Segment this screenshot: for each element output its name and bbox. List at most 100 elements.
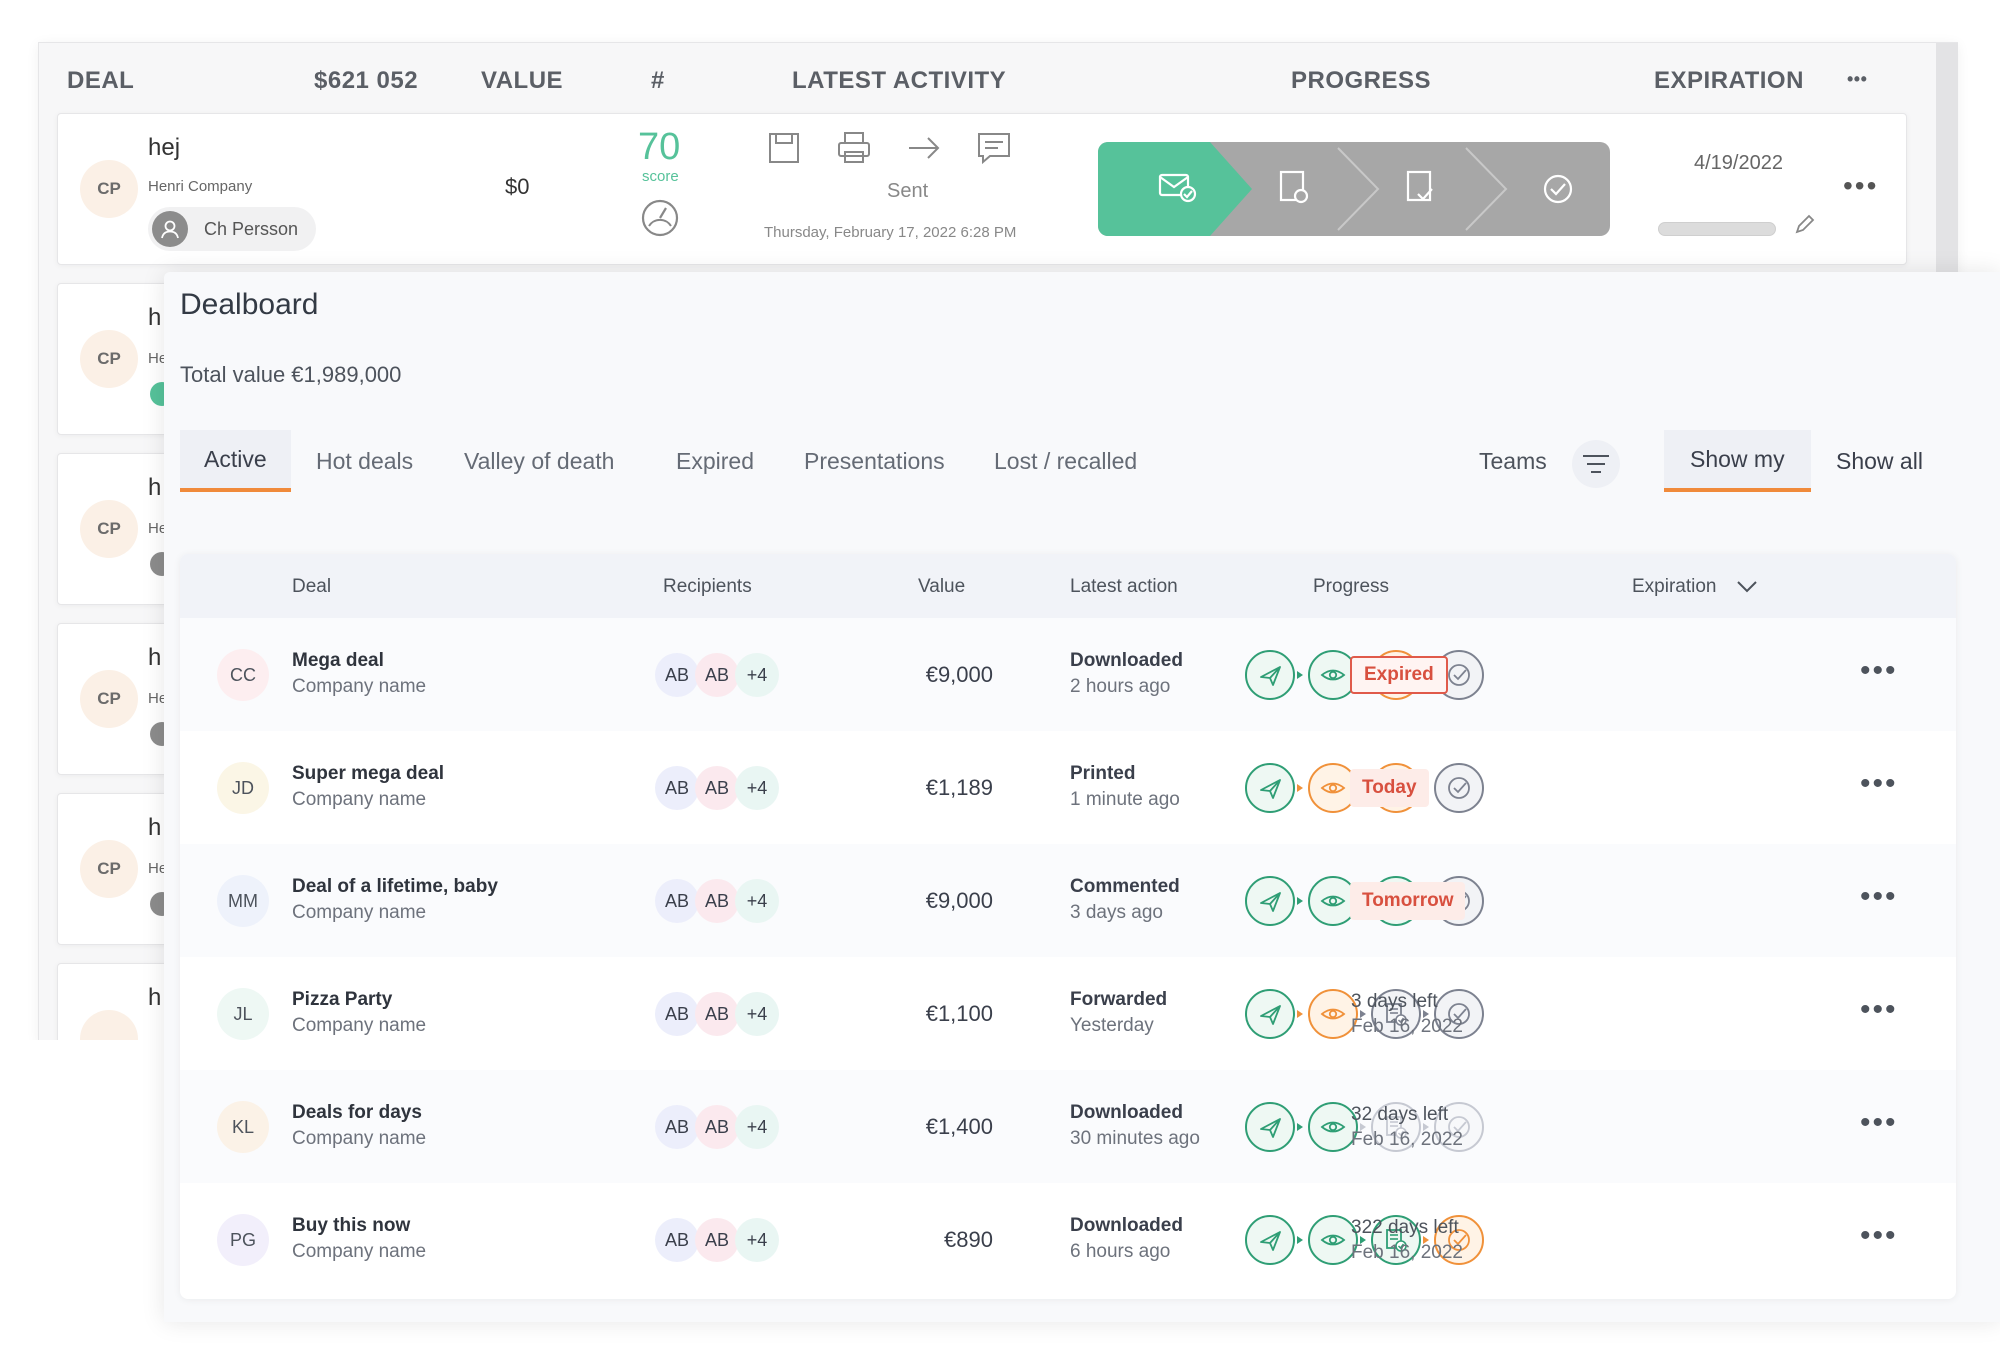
document-check-icon[interactable] <box>1371 1215 1421 1265</box>
header-value[interactable]: VALUE <box>481 67 564 94</box>
arrow-right-icon[interactable] <box>906 132 942 169</box>
filter-button[interactable] <box>1572 440 1620 488</box>
company-name: Henri Company <box>148 178 253 195</box>
tab-expired[interactable]: Expired <box>676 447 754 474</box>
pencil-icon[interactable] <box>1793 212 1817 241</box>
owner-pill[interactable]: Ch Persson <box>148 207 317 251</box>
deal-row[interactable]: CP hej Henri Company Ch Persson $0 70 sc… <box>57 113 1907 265</box>
deal-name[interactable]: Buy this now <box>292 1215 411 1236</box>
table-row[interactable]: CC Mega deal Company name AB AB +4 €9,00… <box>180 618 1956 731</box>
more-recipients-badge[interactable]: +4 <box>735 766 779 810</box>
send-icon[interactable] <box>1245 763 1295 813</box>
deal-name[interactable]: h <box>148 814 162 841</box>
check-circle-icon[interactable] <box>1434 1102 1484 1152</box>
check-circle-icon[interactable] <box>1434 763 1484 813</box>
more-recipients-badge[interactable]: +4 <box>735 992 779 1036</box>
table-row[interactable]: MM Deal of a lifetime, baby Company name… <box>180 844 1956 957</box>
more-recipients-badge[interactable]: +4 <box>735 653 779 697</box>
table-row[interactable]: JL Pizza Party Company name AB AB +4 €1,… <box>180 957 1956 1070</box>
column-progress[interactable]: Progress <box>1313 576 1390 597</box>
recipient-avatar[interactable]: AB <box>695 653 739 697</box>
send-icon[interactable] <box>1245 650 1295 700</box>
table-row[interactable]: PG Buy this now Company name AB AB +4 €8… <box>180 1183 1956 1296</box>
chevron-down-icon[interactable] <box>1736 580 1758 594</box>
print-icon[interactable] <box>836 130 872 171</box>
send-icon[interactable] <box>1245 989 1295 1039</box>
comment-icon[interactable] <box>976 130 1012 171</box>
deal-name[interactable]: Super mega deal <box>292 763 445 784</box>
eye-icon[interactable] <box>1308 650 1358 700</box>
save-icon[interactable] <box>766 130 802 171</box>
table-row[interactable]: KL Deals for days Company name AB AB +4 … <box>180 1070 1956 1183</box>
recipient-avatar[interactable]: AB <box>695 1105 739 1149</box>
column-expiration[interactable]: Expiration <box>1632 576 1717 597</box>
header-more-button[interactable]: ••• <box>1847 69 1868 89</box>
recipient-avatar[interactable]: AB <box>695 879 739 923</box>
more-button[interactable]: ••• <box>1843 170 1879 201</box>
header-count[interactable]: # <box>651 67 665 94</box>
progress-chevron-bar[interactable] <box>1098 142 1610 236</box>
recipient-avatar[interactable]: AB <box>655 879 699 923</box>
document-check-icon[interactable] <box>1371 1102 1421 1152</box>
deal-name[interactable]: Pizza Party <box>292 989 393 1010</box>
more-button[interactable]: ••• <box>1860 1219 1898 1252</box>
column-recipients[interactable]: Recipients <box>663 576 752 597</box>
header-latest-activity[interactable]: LATEST ACTIVITY <box>792 67 1007 94</box>
send-icon[interactable] <box>1245 1102 1295 1152</box>
more-recipients-badge[interactable]: +4 <box>735 1105 779 1149</box>
eye-icon[interactable] <box>1308 1215 1358 1265</box>
column-value[interactable]: Value <box>918 576 966 597</box>
recipient-avatar[interactable]: AB <box>655 992 699 1036</box>
column-latest-action[interactable]: Latest action <box>1070 576 1178 597</box>
more-button[interactable]: ••• <box>1860 880 1898 913</box>
recipient-avatar[interactable]: AB <box>655 1105 699 1149</box>
more-button[interactable]: ••• <box>1860 767 1898 800</box>
recipient-avatar[interactable]: AB <box>655 653 699 697</box>
tab-lost-recalled[interactable]: Lost / recalled <box>994 447 1138 474</box>
tab-valley-of-death[interactable]: Valley of death <box>464 447 615 474</box>
deal-name[interactable]: Deal of a lifetime, baby <box>292 876 498 897</box>
more-button[interactable]: ••• <box>1860 654 1898 687</box>
eye-icon[interactable] <box>1308 989 1358 1039</box>
column-deal[interactable]: Deal <box>292 576 332 597</box>
show-all-toggle[interactable]: Show all <box>1836 447 1923 474</box>
tab-hot-deals[interactable]: Hot deals <box>316 447 414 474</box>
progress-steps[interactable] <box>1243 987 1493 1041</box>
check-circle-icon[interactable] <box>1434 1215 1484 1265</box>
more-recipients-badge[interactable]: +4 <box>735 879 779 923</box>
show-my-toggle[interactable]: Show my <box>1664 430 1811 492</box>
table-row[interactable]: JD Super mega deal Company name AB AB +4… <box>180 731 1956 844</box>
scrollbar[interactable] <box>1936 43 1958 283</box>
send-icon[interactable] <box>1245 1215 1295 1265</box>
send-icon[interactable] <box>1245 876 1295 926</box>
deal-name[interactable]: h <box>148 644 162 671</box>
deal-name[interactable]: h <box>148 984 162 1011</box>
deal-name[interactable]: Deals for days <box>292 1102 422 1123</box>
latest-action: Printed <box>1070 763 1136 784</box>
tab-presentations[interactable]: Presentations <box>804 447 945 474</box>
more-recipients-badge[interactable]: +4 <box>735 1218 779 1262</box>
header-progress[interactable]: PROGRESS <box>1291 67 1432 94</box>
eye-icon[interactable] <box>1308 1102 1358 1152</box>
teams-label[interactable]: Teams <box>1479 448 1547 474</box>
more-button[interactable]: ••• <box>1860 1106 1898 1139</box>
recipient-avatar[interactable]: AB <box>655 1218 699 1262</box>
recipient-avatar[interactable]: AB <box>655 766 699 810</box>
progress-steps[interactable] <box>1243 1100 1493 1154</box>
recipient-avatar[interactable]: AB <box>695 1218 739 1262</box>
deal-name[interactable]: hej <box>148 134 181 161</box>
progress-steps[interactable] <box>1243 1213 1493 1267</box>
more-button[interactable]: ••• <box>1860 993 1898 1026</box>
deal-name[interactable]: Mega deal <box>292 650 384 671</box>
deal-name[interactable]: h <box>148 304 162 331</box>
avatar: CP <box>80 500 138 558</box>
step-connector <box>1360 1123 1366 1131</box>
tab-active[interactable]: Active <box>180 430 291 492</box>
recipient-avatar[interactable]: AB <box>695 766 739 810</box>
header-expiration[interactable]: EXPIRATION <box>1654 67 1804 94</box>
header-deal[interactable]: DEAL <box>67 67 135 94</box>
deal-name[interactable]: h <box>148 474 162 501</box>
recipient-avatar[interactable]: AB <box>695 992 739 1036</box>
document-check-icon[interactable] <box>1371 989 1421 1039</box>
check-circle-icon[interactable] <box>1434 989 1484 1039</box>
